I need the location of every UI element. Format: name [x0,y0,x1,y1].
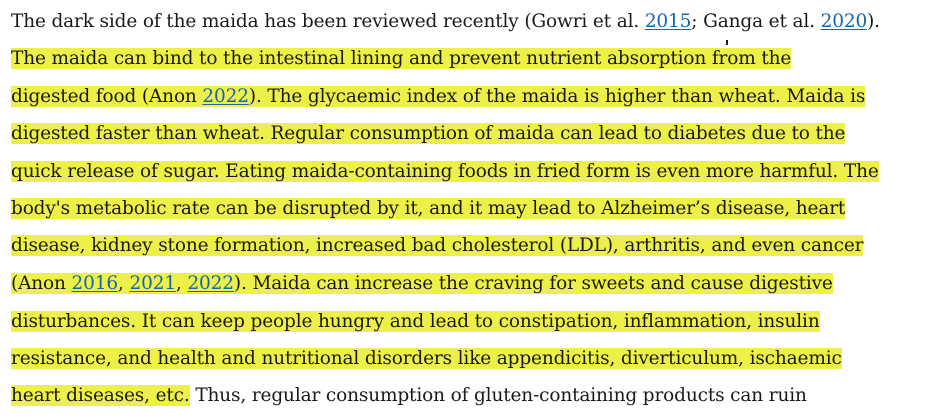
highlighted-text: heart diseases, etc. [11,385,190,406]
citation-link[interactable]: 2022 [202,86,249,107]
citation-link[interactable]: 2022 [187,273,234,294]
text-segment: , [175,273,188,294]
text-cursor [726,40,728,45]
text-line: body's metabolic rate can be disrupted b… [11,196,845,222]
text-segment: digested food (Anon [11,86,203,107]
text-segment: ). The glycaemic index of the maida is h… [248,86,866,107]
highlighted-text: quick release of sugar. Eating maida-con… [11,161,879,182]
text-line: The maida can bind to the intestinal lin… [11,46,791,72]
text-line: The dark side of the maida has been revi… [11,9,880,35]
text-line: (Anon 2016, 2021, 2022). Maida can incre… [11,271,833,297]
text-line: digested food (Anon 2022). The glycaemic… [11,84,865,110]
text-segment: The dark side of the maida has been revi… [11,11,645,32]
text-segment: ). [867,11,880,32]
citation-link[interactable]: 2015 [644,11,692,32]
text-segment: (Anon [11,273,72,294]
highlighted-text: digested faster than wheat. Regular cons… [11,123,846,144]
text-line: disease, kidney stone formation, increas… [11,233,863,259]
highlighted-text: resistance, and health and nutritional d… [11,348,842,369]
highlighted-text: digested food (Anon 2022). The glycaemic… [11,86,865,107]
text-segment: , [118,273,130,294]
text-line: resistance, and health and nutritional d… [11,346,842,372]
highlighted-text: disease, kidney stone formation, increas… [11,235,864,256]
citation-link[interactable]: 2016 [71,273,119,294]
text-line: quick release of sugar. Eating maida-con… [11,159,879,185]
text-segment: ; Ganga et al. [691,11,821,32]
text-segment: ). Maida can increase the craving for sw… [233,273,833,294]
text-segment: Thus, regular consumption of gluten-cont… [189,385,807,406]
highlighted-text: (Anon 2016, 2021, 2022). Maida can incre… [11,273,833,294]
highlighted-text: The maida can bind to the intestinal lin… [11,48,792,69]
text-line: digested faster than wheat. Regular cons… [11,121,846,147]
text-line: heart diseases, etc. Thus, regular consu… [11,383,807,409]
highlighted-text: disturbances. It can keep people hungry … [11,311,820,332]
highlighted-text: body's metabolic rate can be disrupted b… [11,198,846,219]
citation-link[interactable]: 2020 [820,11,868,32]
text-line: disturbances. It can keep people hungry … [11,309,820,335]
citation-link[interactable]: 2021 [129,273,176,294]
